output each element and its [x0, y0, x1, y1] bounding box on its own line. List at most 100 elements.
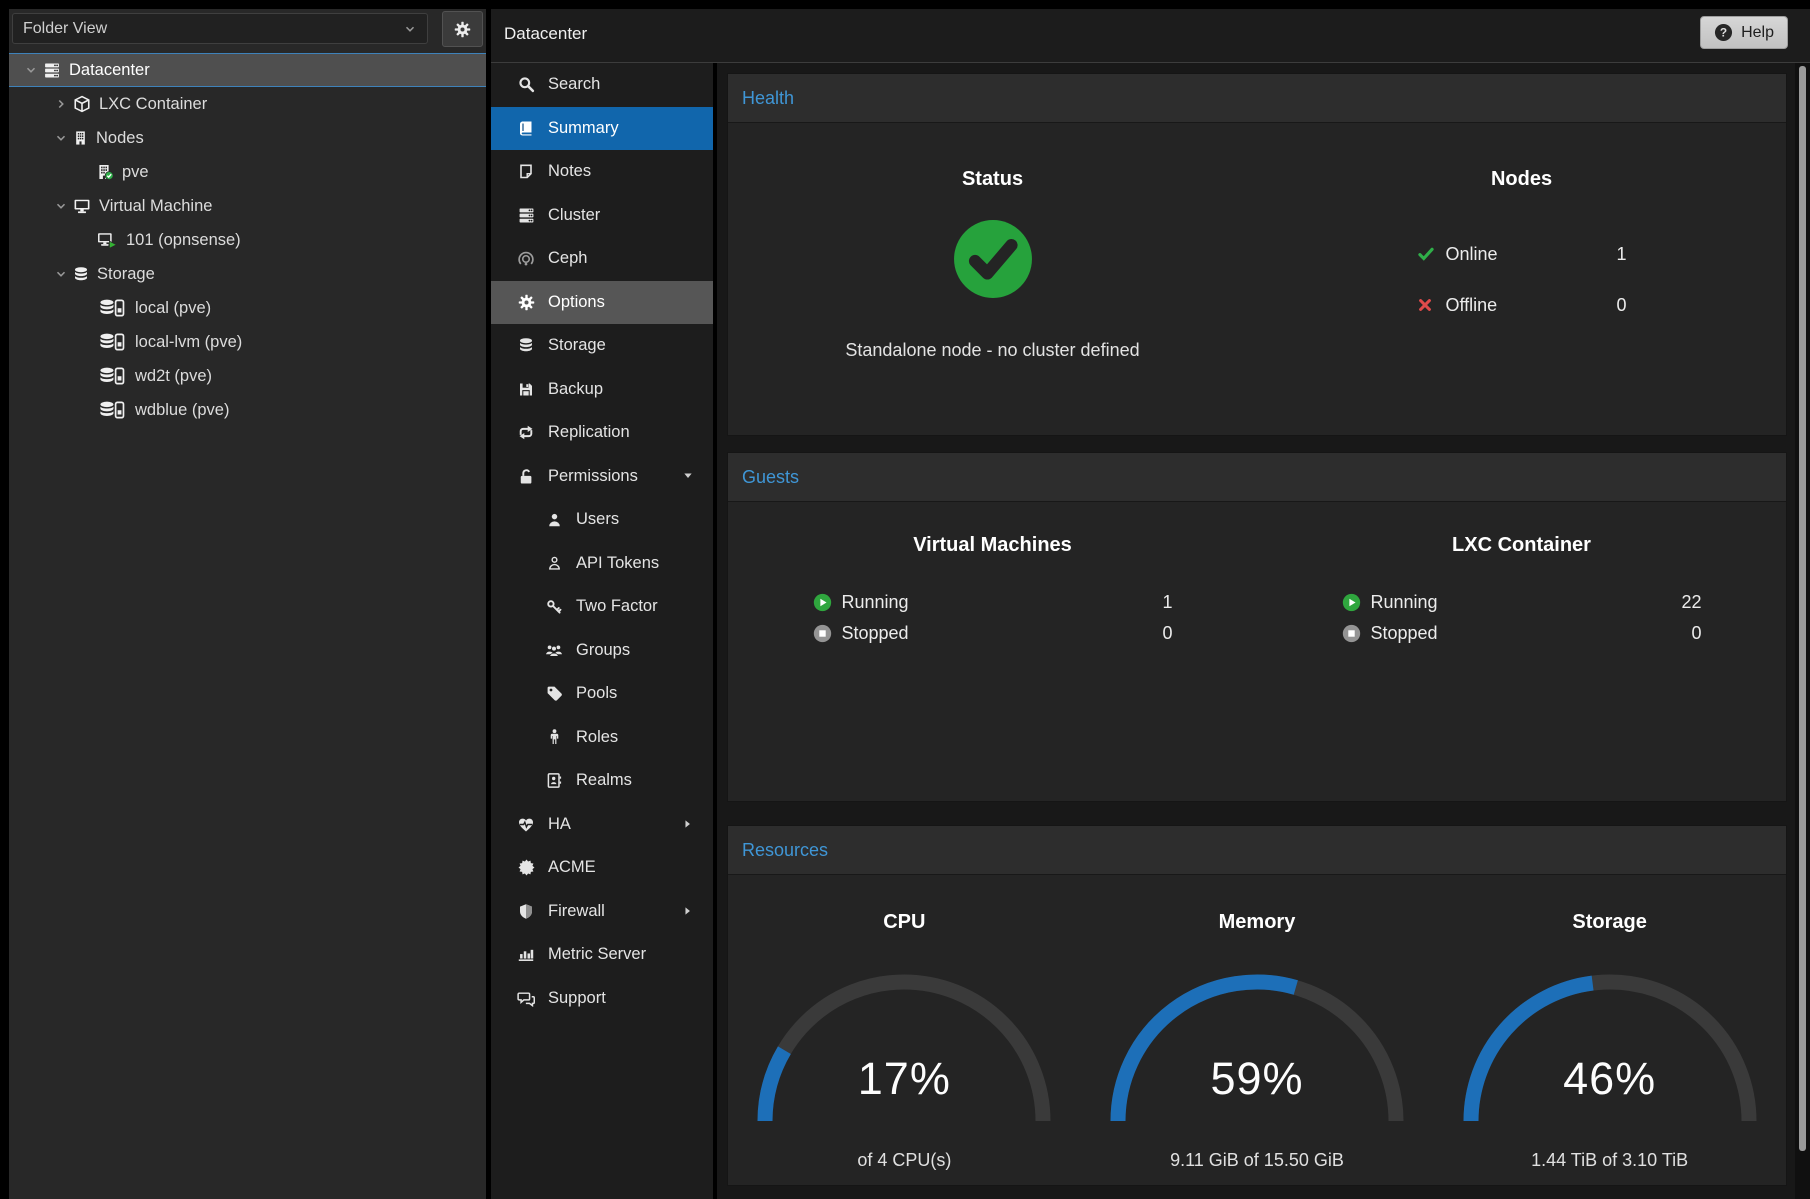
svg-text:?: ?: [1720, 26, 1727, 40]
expander-collapse-icon[interactable]: [51, 266, 71, 282]
nav-item-storage[interactable]: Storage: [491, 324, 713, 368]
gauge-sub-label: 9.11 GiB of 15.50 GiB: [1170, 1150, 1344, 1171]
resource-column-storage: Storage46%1.44 TiB of 3.10 TiB: [1433, 875, 1786, 1171]
nav-item-roles[interactable]: Roles: [491, 716, 713, 760]
nav-item-label: Summary: [548, 119, 697, 138]
nav-item-ha[interactable]: HA: [491, 803, 713, 847]
nav-item-acme[interactable]: ACME: [491, 846, 713, 890]
nav-item-cluster[interactable]: Cluster: [491, 194, 713, 238]
tree-item-local-pve[interactable]: local (pve): [9, 291, 486, 325]
scrollbar-thumb[interactable]: [1799, 66, 1806, 1151]
tree-item-virtual-machine[interactable]: Virtual Machine: [9, 189, 486, 223]
user-outline-icon: [543, 554, 565, 572]
gauge-storage: 46%: [1460, 971, 1760, 1136]
status-row-value: 1: [1616, 244, 1626, 265]
nav-item-label: Backup: [548, 380, 697, 399]
status-row-value: 22: [1681, 592, 1701, 613]
users-icon: [543, 641, 565, 659]
guests-column-virtual-machines: Virtual MachinesRunning1Stopped0: [728, 502, 1257, 646]
expander-expand-icon[interactable]: [51, 96, 71, 112]
view-mode-value: Folder View: [23, 20, 403, 38]
tree-item-label: LXC Container: [99, 95, 207, 114]
tree-item-label: Datacenter: [69, 61, 150, 80]
tree-item-datacenter[interactable]: Datacenter: [9, 53, 486, 87]
nav-item-two-factor[interactable]: Two Factor: [491, 585, 713, 629]
nav-item-label: Search: [548, 75, 697, 94]
nav-item-label: Users: [576, 510, 697, 529]
nav-item-ceph[interactable]: Ceph: [491, 237, 713, 281]
status-row-stopped: Stopped0: [813, 620, 1173, 646]
datacenter-nav-panel: Search Summary Notes ClusterCeph Options Stor…: [491, 63, 713, 1199]
tree-item-wdblue-pve[interactable]: wdblue (pve): [9, 393, 486, 427]
nodes-heading: Nodes: [1491, 168, 1552, 191]
nav-item-options[interactable]: Options: [491, 281, 713, 325]
content-scrollbar[interactable]: [1795, 63, 1810, 1199]
nav-item-groups[interactable]: Groups: [491, 629, 713, 673]
nav-item-firewall[interactable]: Firewall: [491, 890, 713, 934]
search-icon: [515, 76, 537, 94]
tree-item-nodes[interactable]: Nodes: [9, 121, 486, 155]
status-heading: Status: [962, 168, 1023, 191]
resource-column-memory: Memory59%9.11 GiB of 15.50 GiB: [1081, 875, 1434, 1171]
building-icon: [73, 129, 88, 147]
tree-item-pve[interactable]: pve: [9, 155, 486, 189]
tree-item-label: 101 (opnsense): [126, 231, 241, 250]
nav-item-label: Options: [548, 293, 697, 312]
gauge-percent-label: 59%: [1107, 1053, 1407, 1105]
desktop-icon: [73, 197, 91, 215]
nav-item-support[interactable]: Support: [491, 977, 713, 1021]
cube-icon: [73, 95, 91, 113]
resources-panel: Resources CPU17%of 4 CPU(s)Memory59%9.11…: [727, 825, 1787, 1186]
cross-red-icon: [1417, 295, 1437, 315]
nav-item-realms[interactable]: Realms: [491, 759, 713, 803]
nav-item-pools[interactable]: Pools: [491, 672, 713, 716]
nav-item-backup[interactable]: Backup: [491, 368, 713, 412]
expander-collapse-icon[interactable]: [21, 62, 41, 78]
tree-item-wd2t-pve[interactable]: wd2t (pve): [9, 359, 486, 393]
view-mode-select[interactable]: Folder View: [12, 13, 428, 44]
help-button[interactable]: ? Help: [1700, 16, 1788, 49]
desktop-play-icon: [97, 231, 118, 249]
guests-status-list: Running22Stopped0: [1342, 589, 1702, 646]
tree-item-storage[interactable]: Storage: [9, 257, 486, 291]
tag-icon: [543, 685, 565, 703]
nav-item-label: Pools: [576, 684, 697, 703]
user-icon: [543, 511, 565, 529]
proxmox-app: Folder View Datacenter LXC Container Nodes…: [0, 0, 1810, 1199]
gear-icon: [515, 293, 537, 311]
nav-item-users[interactable]: Users: [491, 498, 713, 542]
expander-collapse-icon[interactable]: [51, 130, 71, 146]
status-row-running: Running22: [1342, 589, 1702, 615]
tree-item-label: local (pve): [135, 299, 211, 318]
stop-circle-icon: [1342, 623, 1362, 643]
comments-icon: [515, 989, 537, 1007]
nodes-status-list: Online1Offline0: [1417, 241, 1627, 318]
resource-heading: CPU: [883, 911, 925, 934]
gauge-sub-label: of 4 CPU(s): [857, 1150, 951, 1171]
resource-tree-panel: Folder View Datacenter LXC Container Nodes…: [9, 9, 486, 1199]
nav-item-summary[interactable]: Summary: [491, 107, 713, 151]
status-message: Standalone node - no cluster defined: [845, 340, 1139, 361]
nav-item-search[interactable]: Search: [491, 63, 713, 107]
tree-item-local-lvm-pve[interactable]: local-lvm (pve): [9, 325, 486, 359]
nav-item-replication[interactable]: Replication: [491, 411, 713, 455]
ceph-icon: [515, 250, 537, 268]
tree-item-lxc-container[interactable]: LXC Container: [9, 87, 486, 121]
tree-item-101-opnsense[interactable]: 101 (opnsense): [9, 223, 486, 257]
resource-column-cpu: CPU17%of 4 CPU(s): [728, 875, 1081, 1171]
tree-settings-button[interactable]: [442, 11, 483, 47]
resource-heading: Storage: [1572, 911, 1646, 934]
note-icon: [515, 163, 537, 181]
guests-panel: Guests Virtual MachinesRunning1Stopped0L…: [727, 452, 1787, 802]
status-row-label: Online: [1446, 244, 1617, 265]
nav-item-label: HA: [548, 815, 681, 834]
heartbeat-icon: [515, 815, 537, 833]
status-ok-icon: [952, 218, 1034, 300]
sync-icon: [515, 424, 537, 442]
nav-item-metric-server[interactable]: Metric Server: [491, 933, 713, 977]
nav-item-label: Notes: [548, 162, 697, 181]
nav-item-notes[interactable]: Notes: [491, 150, 713, 194]
expander-collapse-icon[interactable]: [51, 198, 71, 214]
nav-item-api-tokens[interactable]: API Tokens: [491, 542, 713, 586]
nav-item-permissions[interactable]: Permissions: [491, 455, 713, 499]
